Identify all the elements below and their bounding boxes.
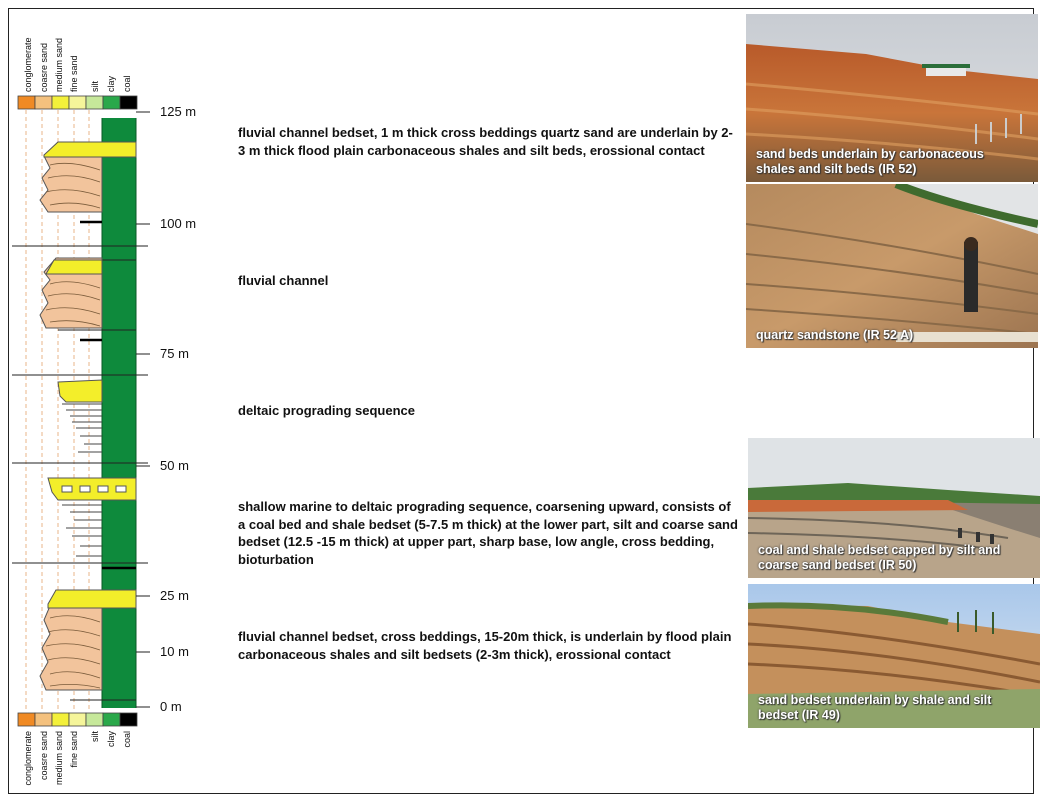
outcrop-photo-image bbox=[746, 14, 1038, 182]
unit-description: fluvial channel bedset, 1 m thick cross … bbox=[238, 125, 733, 158]
grain-label-bottom: coal bbox=[122, 731, 132, 748]
unit-shallow-marine bbox=[47, 477, 137, 557]
stratigraphic-column: conglomerate coasre sand medium sand fin… bbox=[12, 37, 150, 786]
grain-scale-top: conglomerate coasre sand medium sand fin… bbox=[17, 37, 138, 110]
depth-label: 125 m bbox=[160, 104, 197, 119]
grain-label-bottom: silt bbox=[90, 731, 100, 742]
grain-label-bottom: coasre sand bbox=[39, 731, 49, 780]
figure-frame bbox=[8, 8, 1034, 794]
unit-description: fluvial channel bbox=[238, 273, 329, 288]
depth-label: 100 m bbox=[160, 216, 197, 231]
grain-label-top: silt bbox=[90, 81, 100, 92]
grain-label-top: coasre sand bbox=[39, 43, 49, 92]
photo-caption: sand beds underlain by carbonaceous shal… bbox=[756, 147, 984, 176]
clay-column bbox=[102, 118, 136, 708]
outcrop-photo-image bbox=[746, 184, 1038, 348]
unit-description: shallow marine to deltaic prograding seq… bbox=[238, 499, 738, 567]
photo-caption: coal and shale bedset capped by silt and… bbox=[758, 543, 1001, 572]
outcrop-photo: coal and shale bedset capped by silt and… bbox=[748, 438, 1040, 578]
depth-label: 0 m bbox=[160, 699, 182, 714]
photo-caption: sand bedset underlain by shale and silt … bbox=[758, 693, 992, 722]
grain-label-top: fine sand bbox=[69, 55, 79, 92]
grain-label-bottom: medium sand bbox=[54, 731, 64, 785]
grain-label-top: medium sand bbox=[54, 38, 64, 92]
grain-label-top: coal bbox=[122, 75, 132, 92]
grain-scale-bottom: conglomerate coasre sand medium sand fin… bbox=[17, 712, 138, 786]
outcrop-photo-image bbox=[748, 584, 1040, 728]
unit-deltaic bbox=[57, 379, 103, 453]
grain-label-bottom: conglomerate bbox=[23, 731, 33, 786]
grain-label-bottom: fine sand bbox=[69, 731, 79, 768]
depth-label: 75 m bbox=[160, 346, 189, 361]
outcrop-photo: sand bedset underlain by shale and silt … bbox=[748, 584, 1040, 728]
grain-label-top: conglomerate bbox=[23, 37, 33, 92]
outcrop-photo: sand beds underlain by carbonaceous shal… bbox=[746, 14, 1038, 182]
grain-label-bottom: clay bbox=[106, 731, 116, 748]
unit-fluvial-upper bbox=[39, 141, 137, 213]
unit-fluvial-lower bbox=[39, 589, 137, 691]
depth-label: 10 m bbox=[160, 644, 189, 659]
unit-fluvial-channel bbox=[39, 257, 103, 329]
photo-caption: quartz sandstone (IR 52 A) bbox=[756, 328, 914, 342]
unit-description: deltaic prograding sequence bbox=[238, 403, 415, 418]
outcrop-photo-image bbox=[748, 438, 1040, 578]
depth-label: 25 m bbox=[160, 588, 189, 603]
outcrop-photo: quartz sandstone (IR 52 A) bbox=[746, 184, 1038, 348]
depth-label: 50 m bbox=[160, 458, 189, 473]
depth-ticks bbox=[136, 111, 150, 708]
unit-description: fluvial channel bedset, cross beddings, … bbox=[238, 629, 732, 662]
grain-label-top: clay bbox=[106, 75, 116, 92]
